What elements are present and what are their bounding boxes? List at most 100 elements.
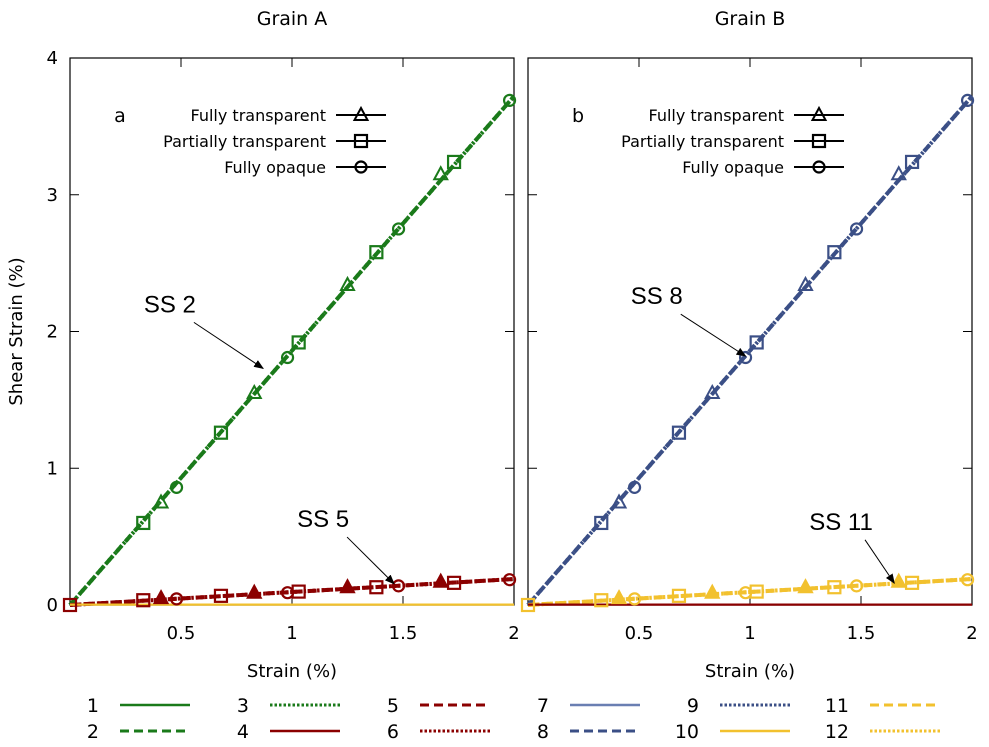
y-axis-label: Shear Strain (%) [6, 257, 27, 405]
marker-group-square [136, 154, 462, 531]
data-point-square [827, 580, 842, 595]
legend-label: Partially transparent [621, 132, 784, 151]
bottom-legend-label: 9 [687, 695, 699, 717]
annotation-arrow [346, 536, 395, 585]
data-point-square [594, 593, 609, 608]
x-tick-label: 0.5 [625, 623, 654, 644]
data-point-square [446, 154, 462, 170]
legend-label: Partially transparent [163, 132, 326, 151]
y-tick-label: 2 [47, 322, 58, 343]
data-point-square [62, 597, 78, 613]
annotation-arrow [864, 539, 895, 584]
data-point-square [369, 580, 384, 595]
data-point-circle [627, 480, 642, 494]
annotation-arrow [680, 313, 747, 357]
annotation-arrow [193, 321, 264, 369]
data-point-square [827, 245, 842, 260]
data-point-triangle [797, 275, 814, 292]
legend-marker [812, 160, 826, 174]
data-point-triangle-filled [339, 578, 356, 594]
data-point-circle [738, 586, 753, 600]
data-point-square [520, 597, 536, 613]
legend-label: Fully opaque [224, 158, 326, 177]
data-point-square [136, 593, 151, 608]
bottom-legend-label: 8 [537, 721, 549, 743]
y-tick-label: 3 [47, 185, 58, 206]
data-point-triangle-filled [890, 572, 907, 588]
data-point-circle [960, 93, 975, 107]
data-point-square [904, 154, 920, 170]
data-point-circle [280, 586, 295, 600]
legend-label: Fully transparent [649, 106, 785, 125]
data-point-triangle-filled [704, 583, 721, 599]
data-point-triangle-filled [610, 589, 628, 605]
marker-group-triangle-filled [610, 572, 907, 605]
data-point-triangle-filled [246, 583, 263, 599]
data-point-circle [169, 480, 184, 494]
legend-marker [811, 133, 827, 149]
x-tick-label: 1.5 [389, 623, 418, 644]
data-point-square [671, 588, 687, 603]
bottom-legend-label: 1 [87, 695, 99, 717]
annotation-label: SS 5 [297, 506, 349, 533]
bottom-legend-label: 6 [387, 721, 399, 743]
chart-panel-2: Grain B b 0.5 1 1.5 2 Strain (%) SS 8 SS 11 Fully… [520, 8, 978, 682]
data-point-triangle [432, 165, 449, 181]
legend-label: Fully transparent [191, 106, 327, 125]
y-tick-label: 0 [47, 595, 58, 616]
x-tick-label: 1.5 [847, 623, 876, 644]
data-point-square [136, 515, 151, 531]
data-point-square [594, 515, 609, 531]
data-point-triangle [152, 493, 170, 509]
data-point-circle [627, 592, 642, 606]
bottom-legend-label: 3 [237, 695, 249, 717]
bottom-legend-label: 2 [87, 721, 99, 743]
marker-group-triangle [610, 165, 907, 509]
marker-group-square [62, 575, 462, 613]
marker-group-triangle [152, 165, 449, 509]
data-point-triangle [890, 165, 907, 181]
data-point-triangle-filled [797, 578, 814, 594]
bottom-legend-label: 7 [537, 695, 549, 717]
y-tick-label: 1 [47, 458, 58, 479]
inset-legend: Fully transparent Partially transparent Fu… [163, 105, 386, 177]
data-point-circle [502, 93, 517, 107]
x-tick-label: 2 [508, 623, 519, 644]
chart-title: Grain A [257, 8, 328, 30]
marker-group-circle [627, 93, 975, 494]
data-point-triangle [339, 275, 356, 292]
panel-label: a [114, 105, 126, 127]
legend-marker [352, 105, 370, 121]
legend-marker [810, 105, 828, 121]
annotation-label: SS 11 [809, 509, 873, 536]
x-axis-label: Strain (%) [247, 661, 337, 682]
y-tick-label: 4 [47, 48, 58, 69]
legend-marker [353, 133, 369, 149]
marker-group-circle [169, 573, 517, 606]
data-point-triangle [246, 383, 263, 400]
inset-legend: Fully transparent Partially transparent Fu… [621, 105, 844, 177]
marker-group-circle [627, 573, 975, 606]
chart-panel-1: Grain A a 0 1 2 3 4 0.5 1 1.5 2 Strain (%) Shear Str… [6, 8, 520, 682]
data-point-circle [391, 222, 406, 236]
data-point-circle [502, 573, 517, 587]
legend-marker [354, 160, 368, 174]
x-tick-label: 1 [286, 623, 297, 644]
data-point-triangle [610, 493, 628, 509]
data-point-circle [960, 573, 975, 587]
x-tick-label: 2 [966, 623, 977, 644]
bottom-legend-label: 4 [237, 721, 249, 743]
panel-label: b [572, 105, 584, 127]
series-line-3 [68, 94, 516, 607]
marker-group-triangle-filled [152, 572, 449, 605]
data-point-square [213, 588, 229, 603]
data-point-square [213, 425, 229, 440]
marker-group-square [594, 154, 920, 531]
data-point-square [904, 575, 920, 590]
bottom-legend-label: 10 [675, 721, 699, 743]
bottom-legend-label: 5 [387, 695, 399, 717]
data-point-circle [280, 350, 295, 365]
x-axis-label: Strain (%) [705, 661, 795, 682]
